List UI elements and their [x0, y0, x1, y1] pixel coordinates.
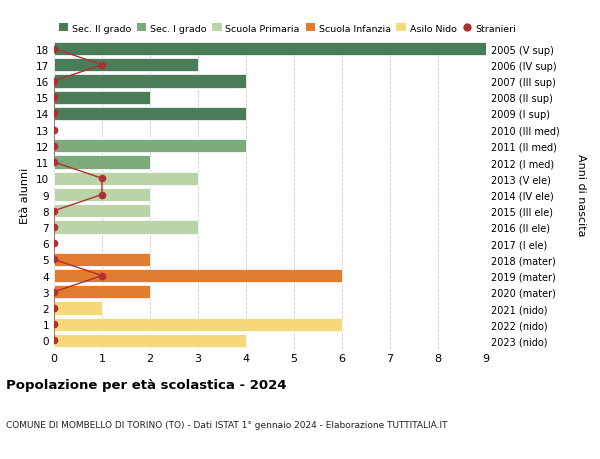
Bar [54, 59, 198, 72]
Bar [54, 75, 246, 89]
Bar [54, 107, 246, 121]
Bar [54, 285, 150, 299]
Text: Popolazione per età scolastica - 2024: Popolazione per età scolastica - 2024 [6, 379, 287, 392]
Y-axis label: Anni di nascita: Anni di nascita [576, 154, 586, 236]
Bar [54, 140, 246, 153]
Y-axis label: Età alunni: Età alunni [20, 167, 31, 223]
Bar [54, 205, 150, 218]
Bar [54, 302, 102, 315]
Bar [54, 269, 342, 283]
Bar [54, 334, 246, 347]
Bar [54, 172, 198, 185]
Bar [54, 43, 486, 56]
Legend: Sec. II grado, Sec. I grado, Scuola Primaria, Scuola Infanzia, Asilo Nido, Stran: Sec. II grado, Sec. I grado, Scuola Prim… [59, 24, 516, 34]
Bar [54, 253, 150, 267]
Bar [54, 189, 150, 202]
Bar [54, 156, 150, 169]
Bar [54, 221, 198, 234]
Bar [54, 91, 150, 105]
Bar [54, 318, 342, 331]
Text: COMUNE DI MOMBELLO DI TORINO (TO) - Dati ISTAT 1° gennaio 2024 - Elaborazione TU: COMUNE DI MOMBELLO DI TORINO (TO) - Dati… [6, 420, 448, 429]
